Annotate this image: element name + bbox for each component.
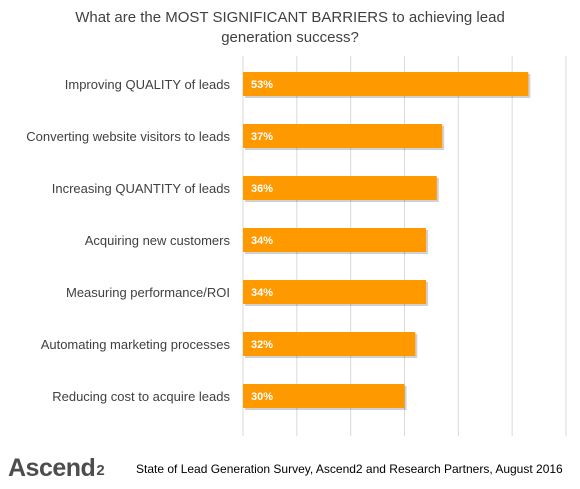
bar bbox=[243, 280, 427, 304]
bar-value-label: 34% bbox=[251, 287, 273, 299]
bar-value-label: 53% bbox=[251, 79, 273, 91]
bar bbox=[243, 228, 427, 252]
category-labels: Improving QUALITY of leads Converting web… bbox=[26, 77, 230, 404]
category-label: Acquiring new customers bbox=[85, 233, 231, 248]
category-label: Increasing QUANTITY of leads bbox=[52, 181, 231, 196]
bar-value-label: 32% bbox=[251, 339, 273, 351]
category-label: Measuring performance/ROI bbox=[66, 285, 230, 300]
logo-suffix: 2 bbox=[96, 462, 105, 479]
bar-value-label: 34% bbox=[251, 235, 273, 247]
bar-value-label: 37% bbox=[251, 131, 273, 143]
category-label: Improving QUALITY of leads bbox=[65, 77, 231, 92]
bar bbox=[243, 176, 437, 200]
bar bbox=[243, 332, 416, 356]
bar-value-label: 36% bbox=[251, 183, 273, 195]
bars: 53% 37% 36% 34% 34% 32% 30% bbox=[243, 72, 531, 410]
category-label: Converting website visitors to leads bbox=[26, 129, 230, 144]
bar-value-label: 30% bbox=[251, 391, 273, 403]
category-label: Reducing cost to acquire leads bbox=[52, 389, 230, 404]
bar bbox=[243, 384, 405, 408]
bar bbox=[243, 72, 529, 96]
chart-title: What are the MOST SIGNIFICANT BARRIERS t… bbox=[75, 9, 505, 46]
logo-name: Ascend bbox=[8, 454, 96, 482]
bar bbox=[243, 124, 443, 148]
ascend2-logo: Ascend2 bbox=[8, 454, 105, 483]
source-note: State of Lead Generation Survey, Ascend2… bbox=[136, 462, 563, 476]
category-label: Automating marketing processes bbox=[41, 337, 231, 352]
